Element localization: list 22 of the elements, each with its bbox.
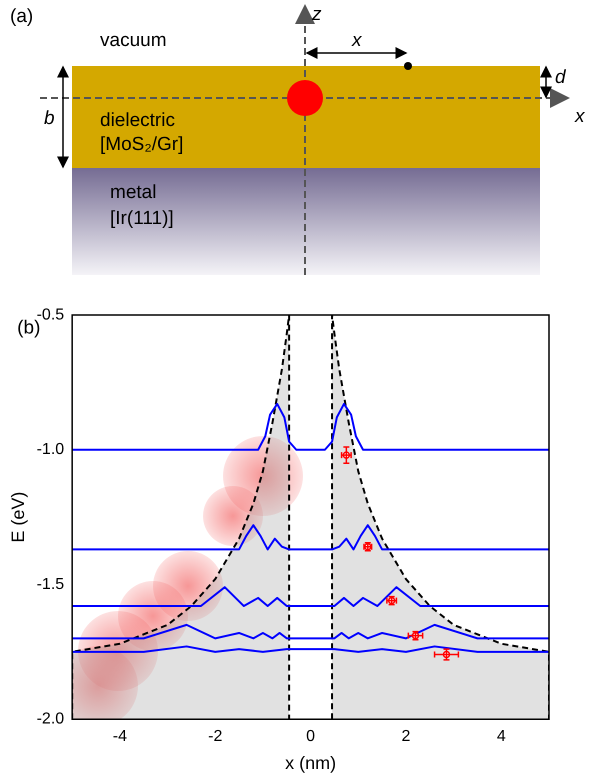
y-axis-title: E (eV) [8,492,28,543]
text: (a) [10,6,34,27]
x-tick-label: -4 [112,728,128,746]
x-tick-label: 4 [496,728,506,746]
text: vacuum [100,30,167,51]
text: metal [110,182,156,203]
x-tick-label: -2 [208,728,222,746]
y-tick-label: -1.0 [36,441,64,458]
text: x [351,30,363,51]
x-tick-label: 2 [402,728,410,746]
text: d [555,67,567,88]
text: [MoS₂/Gr] [100,134,184,155]
x-tick-label: 0 [306,728,316,746]
text: z [311,4,322,25]
text: [Ir(111)] [110,208,174,229]
text: (b) [17,318,40,339]
text: dielectric [100,110,175,131]
y-tick-label: -1.5 [36,576,64,593]
text: b [44,108,55,129]
text: x [574,106,586,127]
x-axis-title: x (nm) [285,753,336,774]
y-tick-label: -2.0 [36,710,64,728]
